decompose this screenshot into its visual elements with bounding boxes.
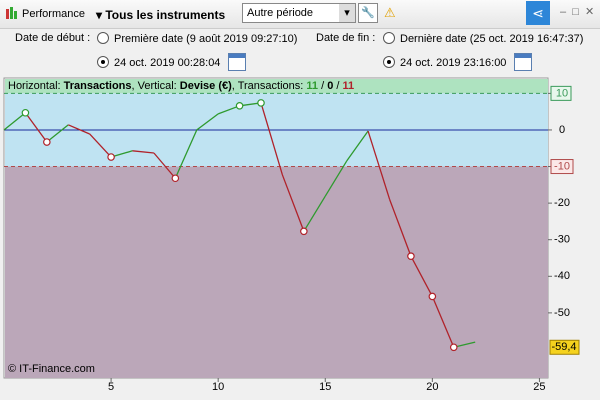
segment [431,296,455,348]
period: Autre période [247,7,314,19]
segment [303,195,326,232]
end-label: Date de fin : [316,32,376,44]
info: Horizontal: Transactions, Vertical: Devi… [8,80,354,92]
x-tick-label: 20 [426,381,438,393]
info-part: , Vertical: [132,80,180,92]
end-custom[interactable]: 24 oct. 2019 23:16:00 [383,56,506,69]
app-title[interactable]: Performance [22,8,85,20]
trade-marker [449,343,458,352]
end-custom-text[interactable]: 24 oct. 2019 23:16:00 [400,57,507,69]
trade-marker [257,99,265,107]
settings-button[interactable]: 🔧 [358,3,378,23]
tick-box [550,85,572,101]
info-part: / [333,80,342,92]
x-tick-label: 15 [319,381,331,393]
warning-icon[interactable]: ⚠ [384,5,396,20]
start-label: Date de début : [15,32,91,44]
segment [410,255,433,297]
lower-zone [5,166,548,378]
trade-marker [407,252,415,260]
x-tick-label: 10 [212,381,224,393]
segment [367,130,391,200]
last-label: -59,4 [551,341,576,353]
instruments-menu[interactable]: ▾ Tous les instruments [96,8,226,22]
start-first[interactable]: Première date (9 août 2019 09:27:10) [97,32,297,45]
info-part: Transactions [64,80,132,92]
segment [132,150,154,154]
trade-marker [171,174,180,183]
x-tick-label: 5 [108,381,114,393]
info-part: Horizontal: [8,80,64,92]
period-select[interactable]: Autre période ▾ [242,3,356,23]
segment [324,160,348,197]
y-tick-label: -50 [554,307,570,319]
start-custom[interactable]: 24 oct. 2019 00:28:04 [97,56,220,69]
info-part: 11 [306,80,318,92]
segment [24,112,48,143]
trade-marker [43,138,51,146]
segment [89,133,112,158]
share-button[interactable]: ⋖ [526,1,550,25]
y-tick-label: -30 [554,234,570,246]
y-tick-label: -40 [554,270,570,282]
start-calendar[interactable] [228,53,246,71]
last-box [549,339,580,355]
info-part: Devise (€) [180,80,232,92]
end-last[interactable]: Dernière date (25 oct. 2019 16:47:37) [383,32,583,45]
info-part: / [318,80,327,92]
segment [281,174,305,232]
info-part: 11 [342,80,354,92]
start-first-text[interactable]: Première date (9 août 2019 09:27:10) [114,33,298,45]
segment [67,124,90,135]
y-tick-label: 0 [559,124,565,136]
watermark: © IT-Finance.com [8,363,95,375]
end-last-text[interactable]: Dernière date (25 oct. 2019 16:47:37) [400,33,584,45]
x-tick-label: 25 [533,381,545,393]
end-calendar[interactable] [514,53,532,71]
app-icon [6,7,17,22]
upper-zone [5,79,548,94]
segment [3,112,26,131]
instruments[interactable]: Tous les instruments [105,8,226,22]
window-controls[interactable]: – □ ✕ [560,6,595,18]
y-tick-label: -20 [554,197,570,209]
segment [346,130,369,162]
trade-marker [107,153,115,161]
segment [196,113,219,131]
y-tick-label: 10 [556,87,568,99]
segment [217,105,240,115]
segment [388,198,412,257]
start-custom-text[interactable]: 24 oct. 2019 00:28:04 [114,57,221,69]
trade-marker [428,292,437,301]
y-tick-label: -10 [554,160,570,172]
segment [153,152,176,179]
trade-marker [235,102,244,110]
info-part: , Transactions: [232,80,307,92]
tick-box [550,159,574,175]
trade-marker [21,108,30,117]
segment [174,129,198,179]
segment [46,124,69,143]
segment [260,102,284,176]
trade-marker [300,227,308,236]
info-part: 0 [327,80,333,92]
